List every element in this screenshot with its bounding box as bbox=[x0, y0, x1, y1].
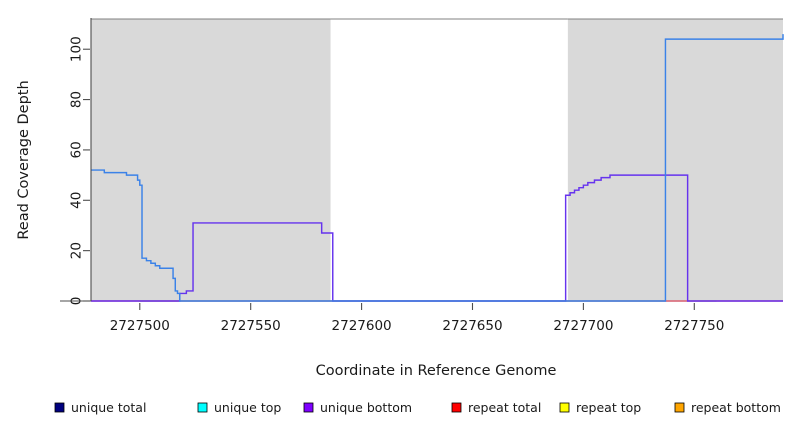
legend-label-repeat-total: repeat total bbox=[468, 400, 541, 415]
y-tick-label-1: 20 bbox=[69, 242, 85, 259]
x-tick-label-4: 2727700 bbox=[553, 318, 613, 334]
x-axis-title: Coordinate in Reference Genome bbox=[316, 363, 557, 379]
legend-swatch-unique-total bbox=[54, 402, 65, 413]
y-tick-label-3: 60 bbox=[69, 141, 85, 158]
shaded-region-1 bbox=[567, 19, 783, 301]
x-tick-label-0: 2727500 bbox=[110, 318, 170, 334]
legend-label-repeat-bottom: repeat bottom bbox=[691, 400, 781, 415]
y-tick-label-2: 40 bbox=[69, 192, 85, 209]
legend-label-unique-bottom: unique bottom bbox=[320, 400, 412, 415]
x-axis-ticks: 2727500 2727550 2727600 2727650 2727700 27277… bbox=[110, 303, 724, 334]
legend-swatch-repeat-top bbox=[559, 402, 570, 413]
series-unique-bottom bbox=[91, 174, 783, 302]
legend-swatch-unique-bottom bbox=[303, 402, 314, 413]
y-tick-label-0: 0 bbox=[69, 297, 85, 306]
x-tick-label-2: 2727600 bbox=[332, 318, 392, 334]
x-tick-label-5: 2727750 bbox=[664, 318, 724, 334]
legend-swatch-repeat-total bbox=[451, 402, 462, 413]
x-tick-label-3: 2727650 bbox=[442, 318, 502, 334]
legend-label-repeat-top: repeat top bbox=[576, 400, 641, 415]
shaded-regions bbox=[91, 19, 783, 301]
x-tick-label-1: 2727550 bbox=[221, 318, 281, 334]
chart-legend: unique total unique top unique bottom repea… bbox=[54, 400, 781, 415]
y-axis-ticks: 0 20 40 60 80 100 bbox=[69, 36, 90, 306]
series-unique-total bbox=[91, 34, 784, 302]
series-lines bbox=[91, 34, 784, 302]
legend-swatch-unique-top bbox=[197, 402, 208, 413]
y-tick-label-4: 80 bbox=[69, 91, 85, 108]
legend-swatch-repeat-bottom bbox=[674, 402, 685, 413]
legend-label-unique-top: unique top bbox=[214, 400, 281, 415]
shaded-region-0 bbox=[91, 19, 331, 301]
legend-label-unique-total: unique total bbox=[71, 400, 146, 415]
y-axis-title: Read Coverage Depth bbox=[16, 80, 32, 239]
y-tick-label-5: 100 bbox=[69, 36, 85, 62]
